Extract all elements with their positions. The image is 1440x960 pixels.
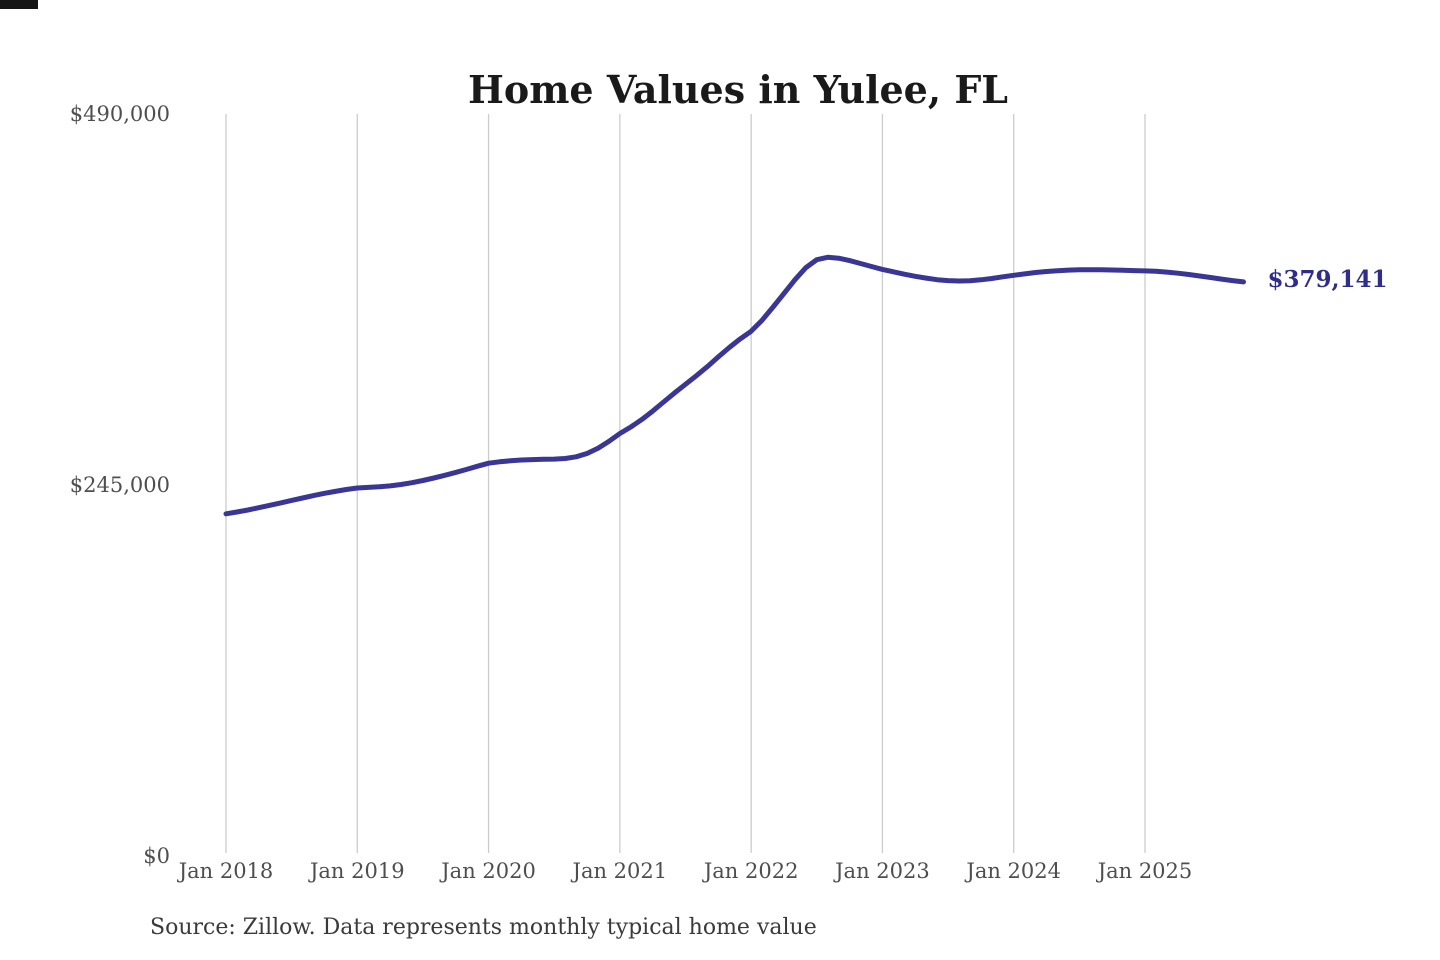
x-axis-tick-label: Jan 2024 — [966, 859, 1061, 883]
x-axis-tick-label: Jan 2025 — [1097, 859, 1193, 883]
end-value-label: $379,141 — [1267, 265, 1388, 293]
x-axis-tick-label: Jan 2019 — [309, 859, 405, 883]
x-axis-tick-label: Jan 2021 — [572, 859, 668, 883]
source-note: Source: Zillow. Data represents monthly … — [150, 915, 817, 940]
y-axis-tick-label: $245,000 — [69, 473, 170, 497]
x-axis-tick-label: Jan 2020 — [441, 859, 536, 883]
x-axis-tick-label: Jan 2018 — [178, 859, 274, 883]
x-axis-tick-label: Jan 2023 — [835, 859, 930, 883]
y-axis-tick-label: $0 — [143, 844, 170, 868]
chart-title: Home Values in Yulee, FL — [467, 67, 1009, 113]
y-axis-tick-label: $490,000 — [69, 102, 170, 126]
home-value-line — [223, 254, 1246, 517]
x-axis-tick-label: Jan 2022 — [703, 859, 799, 883]
corner-artifact — [0, 0, 38, 9]
